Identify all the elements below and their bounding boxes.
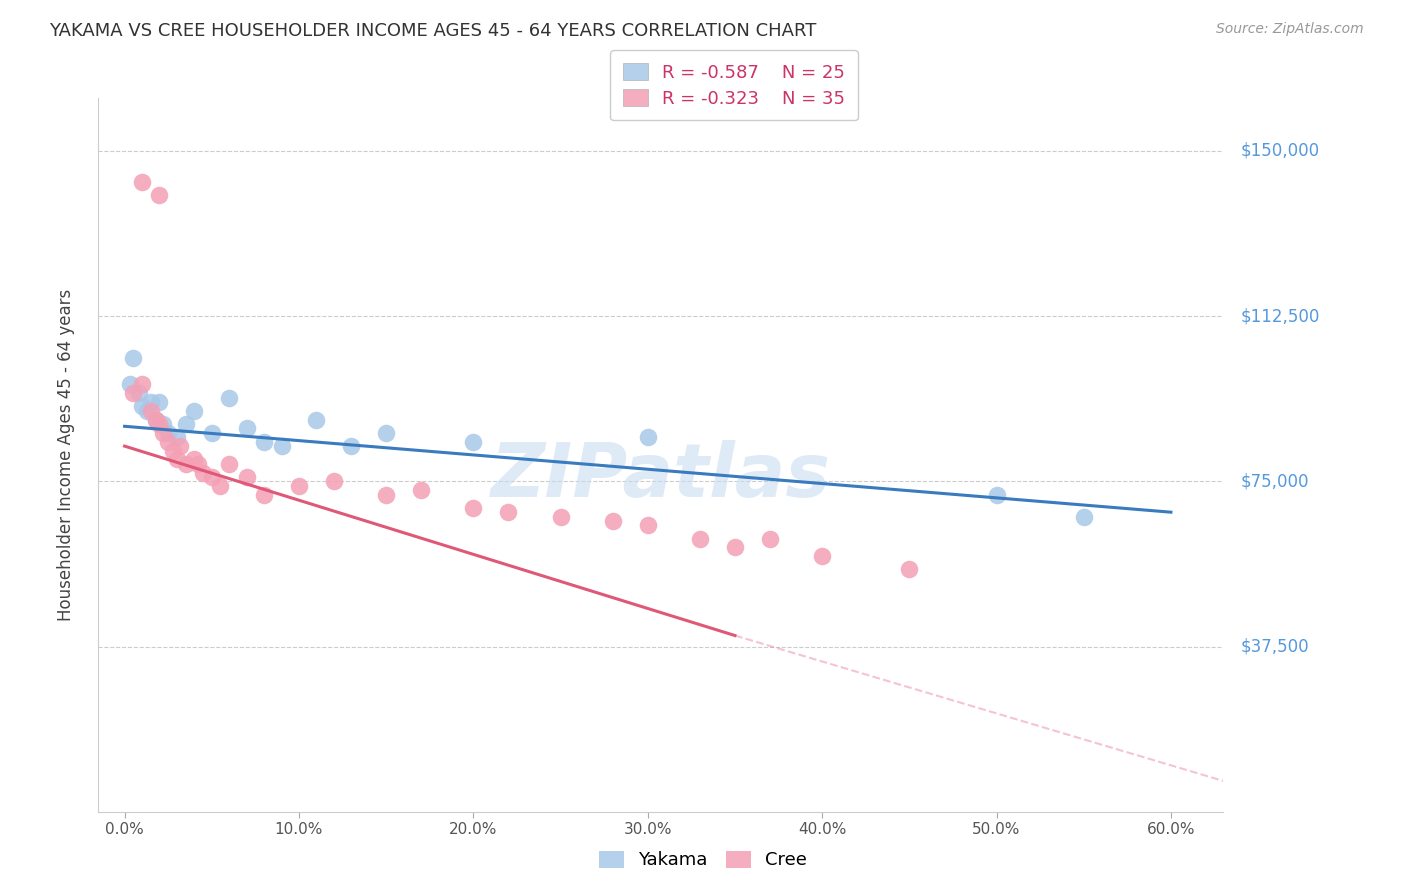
Point	[183, 404, 205, 418]
Point	[235, 421, 257, 435]
Point	[218, 391, 240, 405]
Point	[898, 562, 921, 576]
Point	[375, 425, 398, 440]
Point	[122, 351, 145, 365]
Point	[131, 377, 153, 392]
Point	[131, 175, 153, 189]
Point	[602, 514, 624, 528]
Point	[550, 509, 572, 524]
Legend: R = -0.587    N = 25, R = -0.323    N = 35: R = -0.587 N = 25, R = -0.323 N = 35	[610, 50, 858, 120]
Point	[209, 479, 232, 493]
Point	[148, 395, 170, 409]
Point	[118, 377, 141, 392]
Legend: Yakama, Cree: Yakama, Cree	[589, 842, 817, 879]
Point	[183, 452, 205, 467]
Point	[139, 404, 162, 418]
Point	[305, 412, 328, 426]
Point	[148, 188, 170, 202]
Point	[463, 434, 485, 449]
Point	[637, 430, 659, 444]
Point	[201, 425, 224, 440]
Point	[191, 466, 214, 480]
Point	[148, 417, 170, 431]
Point	[152, 417, 174, 431]
Point	[139, 395, 162, 409]
Point	[253, 487, 276, 501]
Point	[162, 443, 184, 458]
Point	[157, 434, 180, 449]
Point	[169, 439, 191, 453]
Point	[152, 425, 174, 440]
Point	[724, 541, 747, 555]
Point	[253, 434, 276, 449]
Point	[166, 452, 188, 467]
Point	[1073, 509, 1095, 524]
Point	[166, 430, 188, 444]
Point	[201, 470, 224, 484]
Point	[270, 439, 292, 453]
Point	[174, 457, 197, 471]
Point	[340, 439, 363, 453]
Point	[463, 500, 485, 515]
Point	[187, 457, 209, 471]
Point	[157, 425, 180, 440]
Point	[375, 487, 398, 501]
Point	[128, 386, 150, 401]
Text: YAKAMA VS CREE HOUSEHOLDER INCOME AGES 45 - 64 YEARS CORRELATION CHART: YAKAMA VS CREE HOUSEHOLDER INCOME AGES 4…	[49, 22, 817, 40]
Text: Source: ZipAtlas.com: Source: ZipAtlas.com	[1216, 22, 1364, 37]
Point	[986, 487, 1008, 501]
Point	[122, 386, 145, 401]
Point	[759, 532, 782, 546]
Text: $150,000: $150,000	[1240, 142, 1320, 160]
Text: ZIPatlas: ZIPatlas	[491, 440, 831, 513]
Point	[409, 483, 432, 498]
Point	[218, 457, 240, 471]
Text: $112,500: $112,500	[1240, 307, 1320, 326]
Y-axis label: Householder Income Ages 45 - 64 years: Householder Income Ages 45 - 64 years	[56, 289, 75, 621]
Point	[131, 400, 153, 414]
Point	[235, 470, 257, 484]
Point	[145, 412, 167, 426]
Text: $75,000: $75,000	[1240, 473, 1309, 491]
Text: $37,500: $37,500	[1240, 638, 1309, 656]
Point	[322, 475, 344, 489]
Point	[145, 412, 167, 426]
Point	[811, 549, 834, 564]
Point	[689, 532, 711, 546]
Point	[288, 479, 311, 493]
Point	[496, 505, 519, 519]
Point	[136, 404, 159, 418]
Point	[637, 518, 659, 533]
Point	[174, 417, 197, 431]
